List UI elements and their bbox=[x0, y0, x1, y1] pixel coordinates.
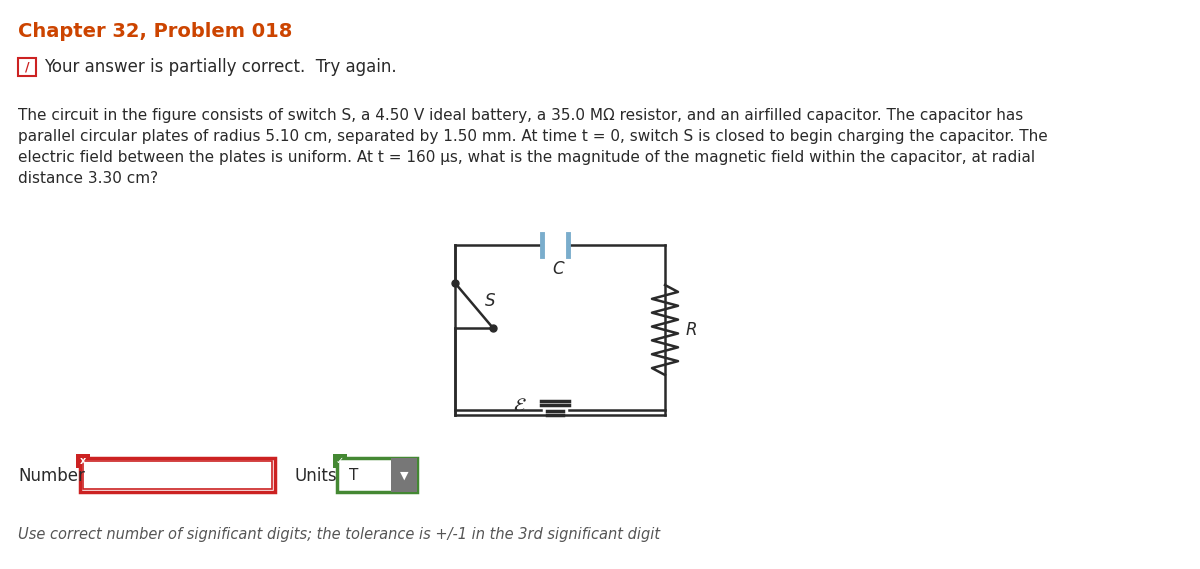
Bar bbox=[76, 454, 90, 468]
Bar bbox=[80, 458, 275, 492]
Text: Your answer is partially correct.  Try again.: Your answer is partially correct. Try ag… bbox=[44, 58, 397, 76]
Bar bbox=[18, 58, 36, 76]
Text: ✓: ✓ bbox=[336, 456, 344, 466]
Text: ▼: ▼ bbox=[400, 471, 408, 481]
Text: The circuit in the figure consists of switch S, a 4.50 V ideal battery, a 35.0 M: The circuit in the figure consists of sw… bbox=[18, 108, 1024, 123]
Text: distance 3.30 cm?: distance 3.30 cm? bbox=[18, 171, 158, 186]
Text: Chapter 32, Problem 018: Chapter 32, Problem 018 bbox=[18, 22, 293, 41]
Text: R: R bbox=[686, 321, 697, 339]
Bar bbox=[391, 458, 418, 492]
Text: x: x bbox=[80, 456, 86, 466]
Text: parallel circular plates of radius 5.10 cm, separated by 1.50 mm. At time t = 0,: parallel circular plates of radius 5.10 … bbox=[18, 129, 1048, 144]
Text: Units: Units bbox=[295, 467, 337, 485]
Text: /: / bbox=[25, 60, 29, 73]
Text: T: T bbox=[349, 468, 359, 484]
Text: $\mathcal{E}$: $\mathcal{E}$ bbox=[514, 395, 527, 414]
Bar bbox=[337, 458, 418, 492]
Text: C: C bbox=[552, 260, 564, 278]
Text: Use correct number of significant digits; the tolerance is +/-1 in the 3rd signi: Use correct number of significant digits… bbox=[18, 527, 660, 542]
Text: electric field between the plates is uniform. At t = 160 μs, what is the magnitu: electric field between the plates is uni… bbox=[18, 150, 1036, 165]
Text: Number: Number bbox=[18, 467, 85, 485]
Bar bbox=[83, 461, 272, 489]
Text: S: S bbox=[485, 292, 496, 310]
Bar bbox=[334, 454, 347, 468]
